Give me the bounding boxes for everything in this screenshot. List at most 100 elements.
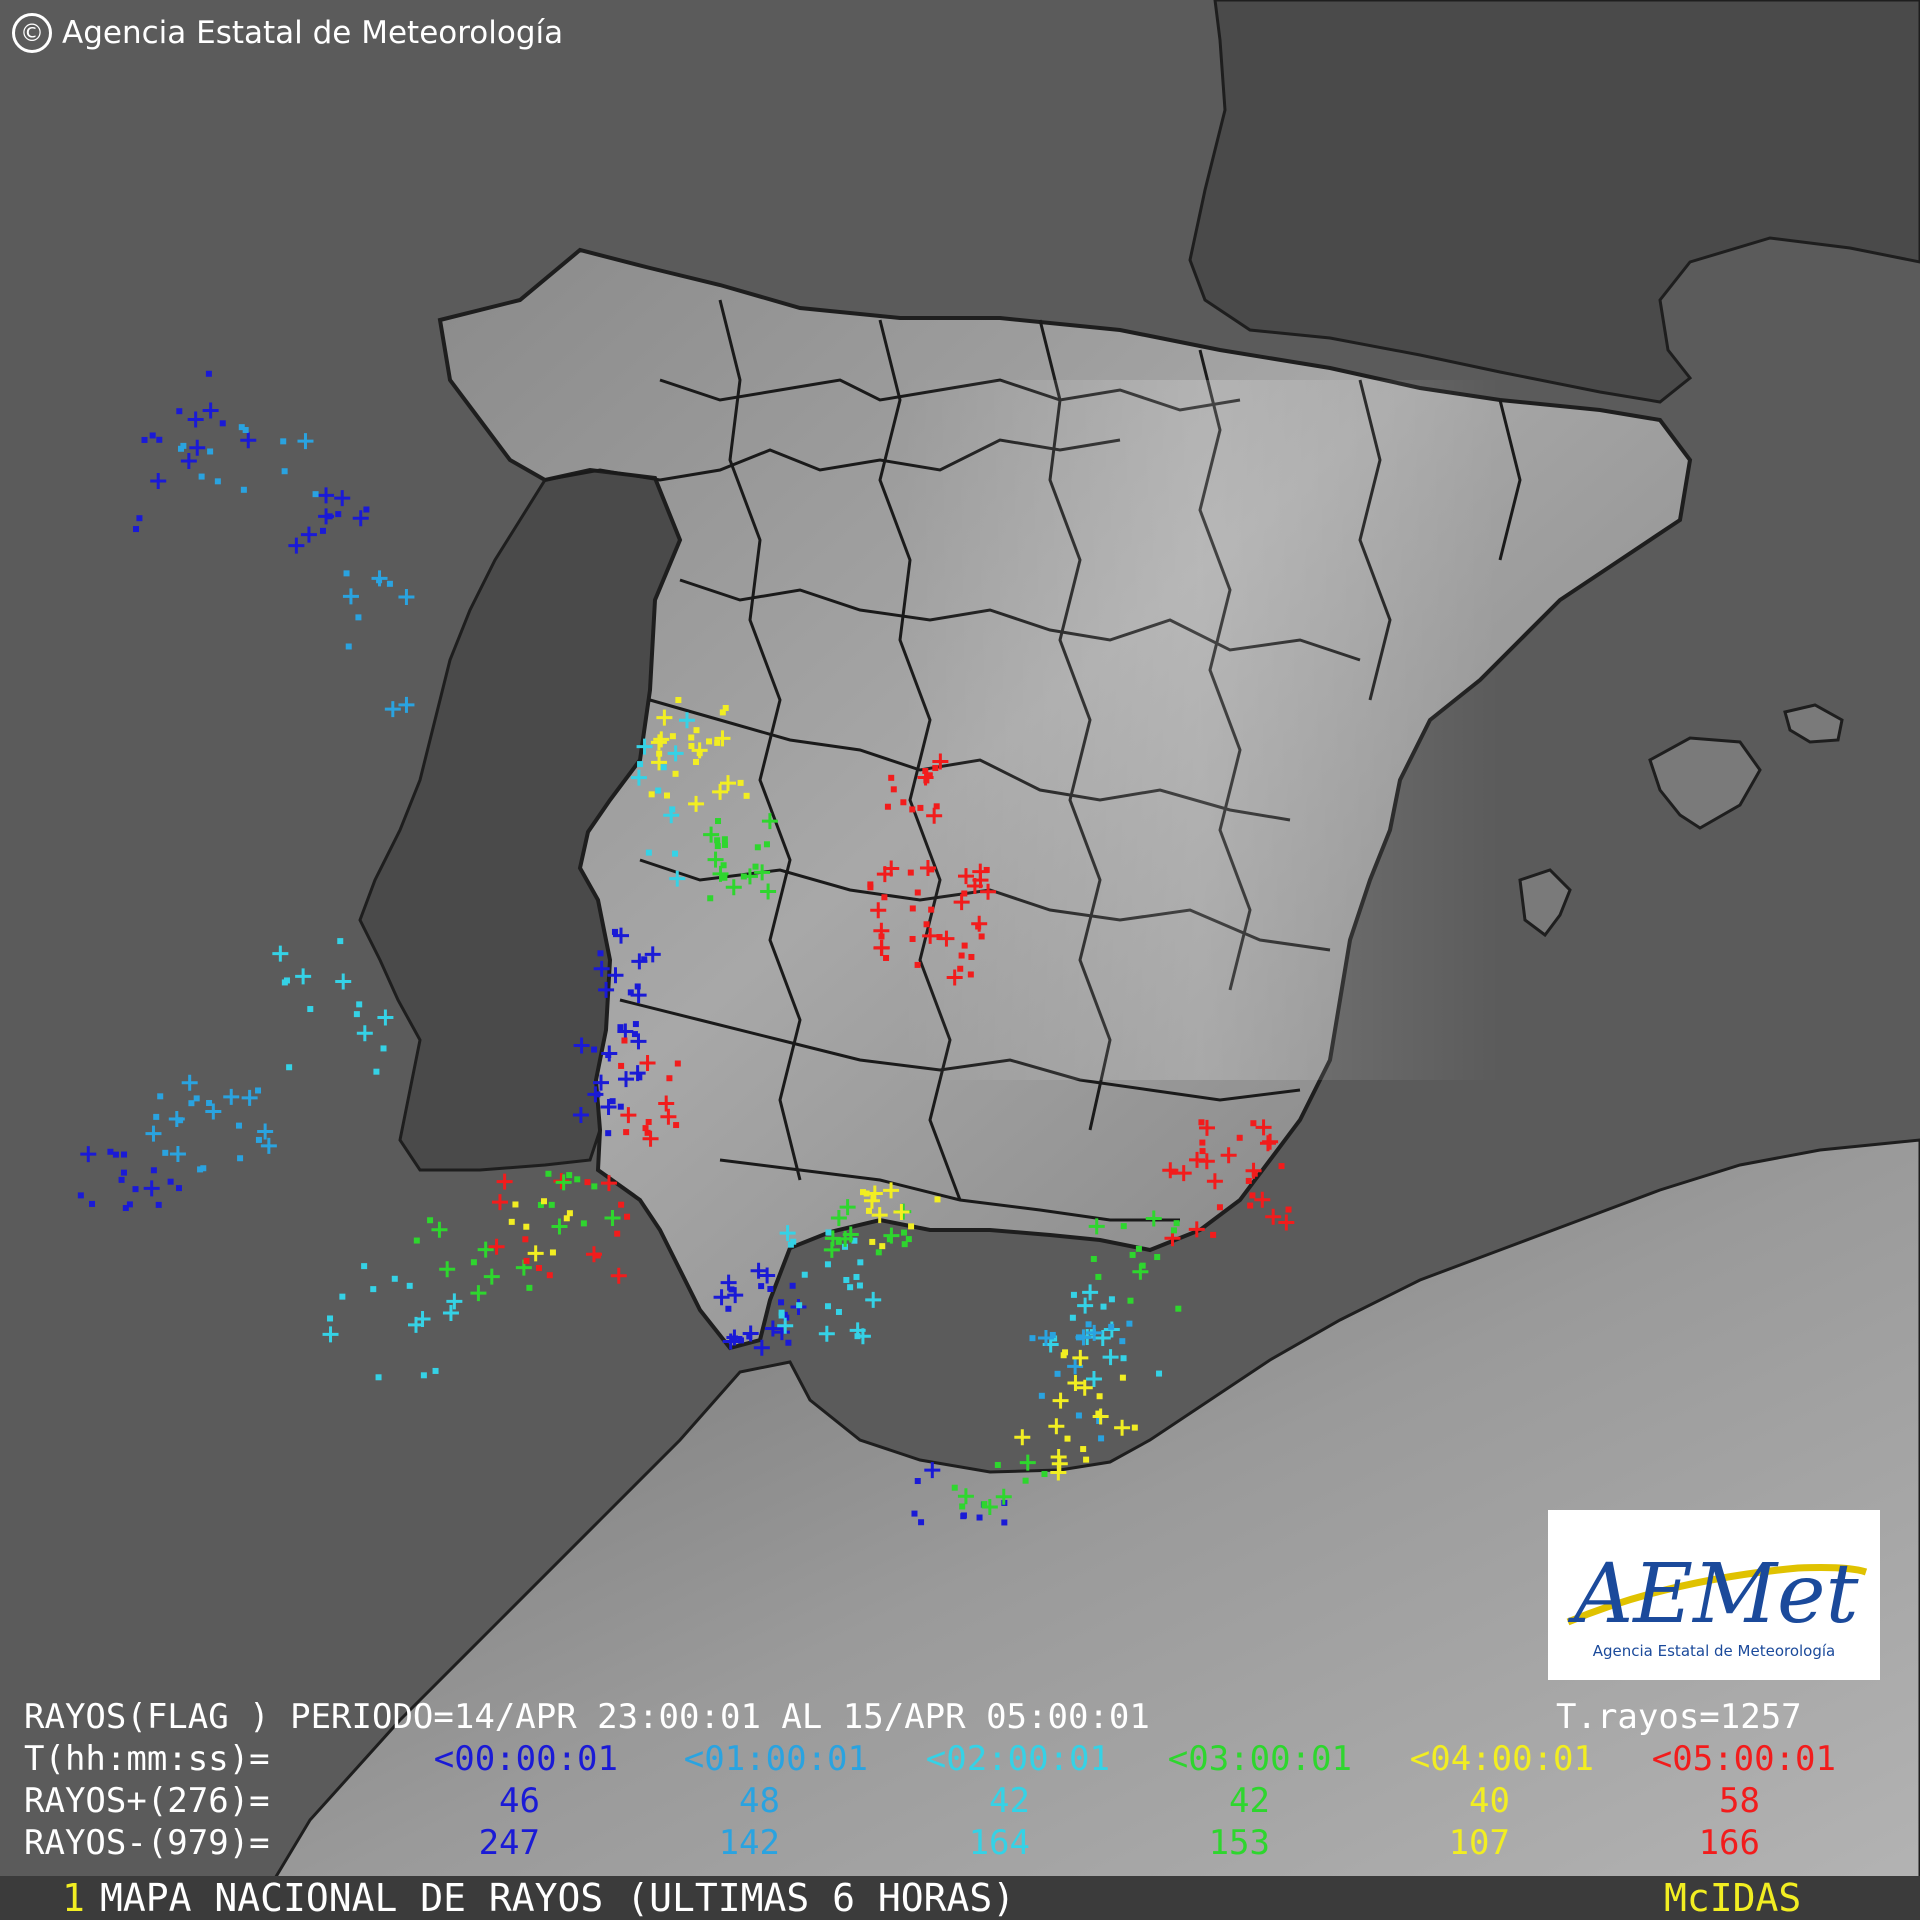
negative-strike — [719, 709, 726, 716]
time-class-4: <04:00:01 — [1409, 1739, 1594, 1779]
positive-strike — [1262, 1133, 1279, 1150]
negative-strike — [675, 697, 682, 704]
positive-strike — [1162, 1162, 1179, 1179]
negative-strike — [238, 424, 245, 431]
positive-strike — [205, 1103, 222, 1120]
negative-strike — [386, 580, 393, 587]
positive-strike — [272, 945, 289, 962]
positive-strike — [260, 1137, 277, 1154]
negative-strike — [790, 1238, 797, 1245]
negative-strike — [851, 1237, 858, 1244]
positive-strike — [80, 1146, 97, 1163]
positive-strike — [656, 709, 673, 726]
positive-strike — [1255, 1119, 1272, 1136]
positive-strike — [398, 696, 415, 713]
positive-strike — [1050, 1464, 1067, 1481]
negative-strike — [1199, 1148, 1206, 1155]
positive-strike — [779, 1225, 796, 1242]
negative-strike — [1139, 1262, 1146, 1269]
negative-strike — [1249, 1192, 1256, 1199]
negative-strike — [632, 1021, 639, 1028]
total-strikes: T.rayos=1257 — [1556, 1697, 1802, 1737]
negative-strike — [563, 1215, 570, 1222]
negative-strike — [725, 1305, 732, 1312]
footer-bar: 1 MAPA NACIONAL DE RAYOS (ULTIMAS 6 HORA… — [0, 1876, 1920, 1920]
positive-strike — [593, 960, 610, 977]
negative-strike — [660, 764, 667, 771]
negative-strike — [1120, 1223, 1127, 1230]
positive-strike — [720, 1274, 737, 1291]
positive-strike — [866, 1185, 883, 1202]
negative-strike — [420, 1372, 427, 1379]
positive-strike — [1254, 1191, 1271, 1208]
negative-strike — [120, 1169, 127, 1176]
negative-strike — [674, 1060, 681, 1067]
negative-strike — [900, 799, 907, 806]
positive-strike — [431, 1221, 448, 1238]
negative-strike — [655, 787, 662, 794]
positive-strike — [830, 1210, 847, 1227]
negative-strike — [107, 1148, 114, 1155]
positive-strike — [1145, 1210, 1162, 1227]
negative-strike — [255, 1136, 262, 1143]
negative-strike — [688, 734, 695, 741]
negative-strike — [1131, 1424, 1138, 1431]
negative-strike — [707, 895, 714, 902]
negative-strike — [737, 779, 744, 786]
positive-strike — [712, 783, 729, 800]
negative-strike — [1199, 1139, 1206, 1146]
negative-strike — [714, 837, 721, 844]
negative-strike — [722, 705, 729, 712]
negative-strike — [1119, 1374, 1126, 1381]
positive-strike — [1077, 1297, 1094, 1314]
positive-strike — [300, 526, 317, 543]
positive-strike — [871, 1207, 888, 1224]
positive-strike — [870, 902, 887, 919]
negative-strike — [237, 1155, 244, 1162]
negative-strike — [801, 1271, 808, 1278]
positive-count-2: 42 — [989, 1781, 1030, 1821]
negative-strike — [522, 1236, 529, 1243]
positive-strike — [1094, 1330, 1111, 1347]
positive-strike — [189, 439, 206, 456]
negative-strike — [540, 1198, 547, 1205]
lightning-legend: RAYOS(FLAG ) PERIODO=14/APR 23:00:01 AL … — [0, 1696, 1920, 1876]
negative-strike — [967, 971, 974, 978]
negative-strike — [621, 1037, 628, 1044]
negative-strike — [672, 850, 679, 857]
negative-strike — [918, 1519, 925, 1526]
positive-strike — [442, 1304, 459, 1321]
africa-land — [248, 1138, 1920, 1920]
negative-strike — [890, 786, 897, 793]
negative-strike — [375, 1374, 382, 1381]
positive-strike — [1245, 1162, 1262, 1179]
positive-strike — [398, 588, 415, 605]
aemet-logo: AEMet Agencia Estatal de Meteorología — [1548, 1510, 1880, 1680]
negative-strike — [721, 874, 728, 881]
positive-strike — [169, 1145, 186, 1162]
positive-strike — [573, 1037, 590, 1054]
positive-count-4: 40 — [1469, 1781, 1510, 1821]
positive-strike — [610, 1267, 627, 1284]
negative-strike — [746, 1333, 753, 1340]
negative-strike — [345, 643, 352, 650]
negative-strike — [1098, 1435, 1105, 1442]
positive-strike — [630, 769, 647, 786]
positive-strike — [322, 1326, 339, 1343]
positive-strike — [932, 753, 949, 770]
positive-strike — [342, 588, 359, 605]
negative-strike — [905, 1236, 912, 1243]
positive-strike — [957, 1488, 974, 1505]
positive-strike — [496, 1173, 513, 1190]
negative-strike — [548, 1201, 555, 1208]
negative-strike — [611, 928, 618, 935]
positive-strikes-label: RAYOS+(276)= — [24, 1781, 270, 1821]
negative-strike — [958, 952, 965, 959]
negative-strike — [767, 1285, 774, 1292]
negative-strike — [856, 1282, 863, 1289]
positive-strike — [1102, 1349, 1119, 1366]
positive-strike — [842, 1226, 859, 1243]
negative-strike — [672, 770, 679, 777]
positive-strike — [1052, 1392, 1069, 1409]
positive-strike — [764, 1320, 781, 1337]
